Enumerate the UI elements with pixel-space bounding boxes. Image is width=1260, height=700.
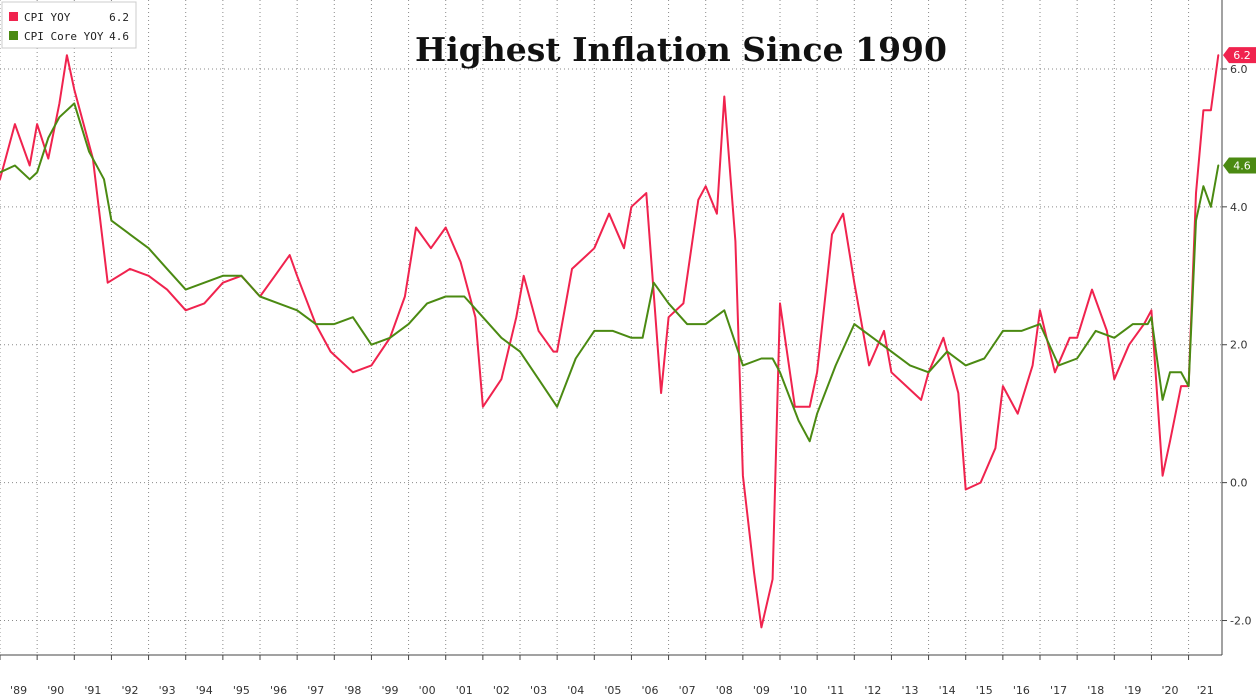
x-tick-label: '15 [976, 684, 993, 697]
x-tick-label: '09 [753, 684, 770, 697]
y-tick-label: 0.0 [1230, 477, 1248, 490]
x-tick-label: '14 [939, 684, 956, 697]
last-value-badge-label: 6.2 [1233, 49, 1251, 62]
y-axis: -2.0 0.0 2.0 4.0 6.0 [1222, 63, 1251, 628]
chart-title: Highest Inflation Since 1990 [415, 30, 947, 69]
x-tick-label: '08 [716, 684, 733, 697]
last-value-badge-label: 4.6 [1233, 159, 1251, 172]
last-value-badge [1223, 47, 1256, 64]
x-tick-label: '90 [47, 684, 64, 697]
legend-value-cpi-yoy: 6.2 [109, 11, 129, 24]
x-tick-label: '02 [493, 684, 510, 697]
x-tick-label: '91 [84, 684, 101, 697]
x-tick-label: '97 [307, 684, 324, 697]
x-tick-label: '06 [641, 684, 658, 697]
x-tick-label: '13 [901, 684, 918, 697]
y-tick-label: 4.0 [1230, 201, 1248, 214]
x-tick-label: '99 [381, 684, 398, 697]
legend-swatch-cpi-core-yoy [9, 31, 18, 40]
x-tick-label: '96 [270, 684, 287, 697]
series-layer [0, 54, 1220, 629]
badge-layer: 6.2 4.6 [1223, 47, 1256, 174]
x-tick-label: '12 [864, 684, 881, 697]
last-value-badge [1223, 157, 1256, 174]
x-tick-label: '93 [159, 684, 176, 697]
x-tick-label: '11 [827, 684, 844, 697]
legend-label-cpi-yoy: CPI YOY [24, 11, 71, 24]
x-tick-label: '17 [1050, 684, 1067, 697]
legend-box [1, 1, 137, 49]
x-tick-label: '05 [604, 684, 621, 697]
x-tick-label: '04 [567, 684, 584, 697]
legend-label-cpi-core-yoy: CPI Core YOY [24, 30, 104, 43]
x-tick-label: '07 [679, 684, 696, 697]
x-axis: '89 '90 '91 '92 '93 '94 '95 '96 '97 '98 '99 '00 '01 '… [0, 655, 1214, 697]
x-tick-label: '19 [1124, 684, 1141, 697]
x-tick-label: '01 [456, 684, 473, 697]
x-tick-label: '89 [10, 684, 27, 697]
x-tick-label: '00 [419, 684, 436, 697]
x-tick-label: '21 [1197, 684, 1214, 697]
y-tick-label: -2.0 [1230, 615, 1251, 628]
x-tick-label: '20 [1161, 684, 1178, 697]
series-line-cpi-core-yoy [0, 102, 1220, 443]
x-tick-label: '03 [530, 684, 547, 697]
x-tick-label: '18 [1087, 684, 1104, 697]
legend-swatch-cpi-yoy [9, 12, 18, 21]
x-tick-label: '94 [196, 684, 213, 697]
y-tick-label: 2.0 [1230, 339, 1248, 352]
legend-value-cpi-core-yoy: 4.6 [109, 30, 129, 43]
x-tick-label: '16 [1013, 684, 1030, 697]
x-tick-label: '95 [233, 684, 250, 697]
x-tick-label: '92 [121, 684, 138, 697]
x-tick-label: '10 [790, 684, 807, 697]
x-tick-label: '98 [344, 684, 361, 697]
legend: CPI YOY 6.2 CPI Core YOY 4.6 [1, 1, 137, 49]
y-tick-label: 6.0 [1230, 63, 1248, 76]
